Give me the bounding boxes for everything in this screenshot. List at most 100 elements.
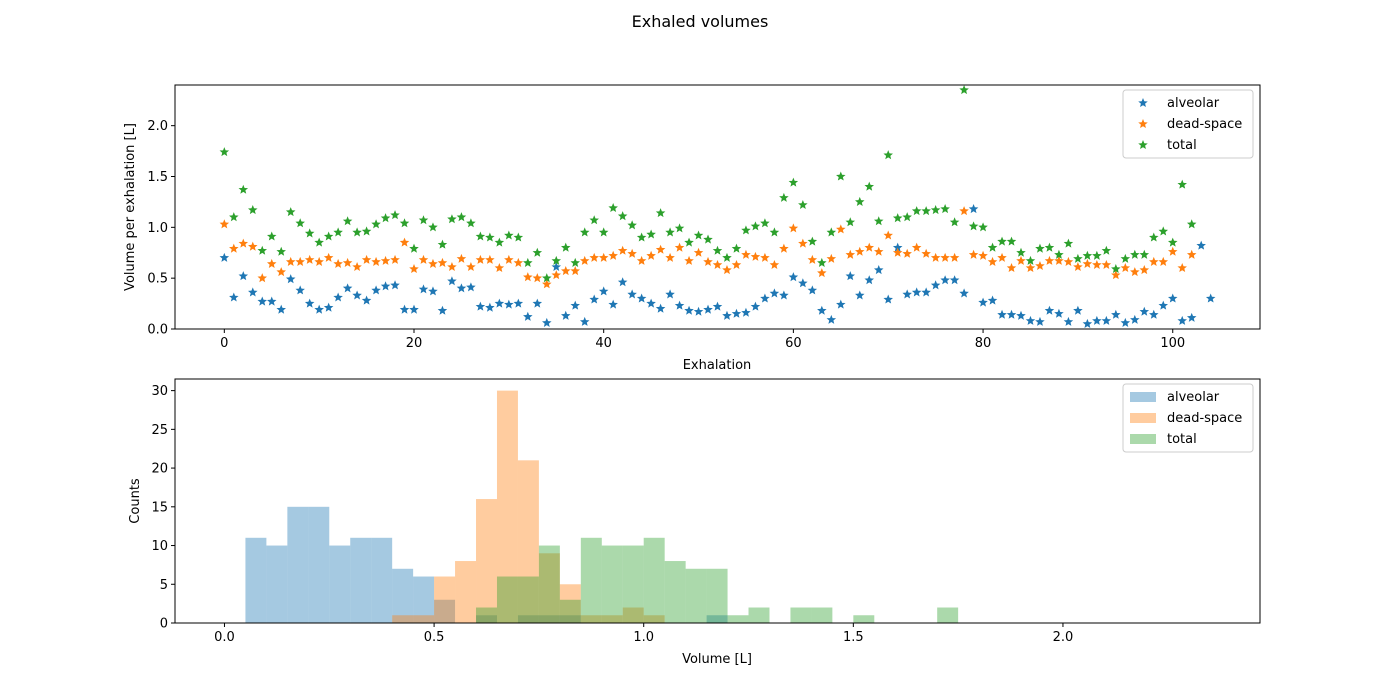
- point-dead-space: [911, 242, 922, 252]
- point-alveolar: [295, 285, 305, 295]
- point-total: [352, 227, 362, 237]
- point-total: [513, 232, 524, 242]
- point-total: [1054, 249, 1064, 259]
- point-total: [864, 181, 874, 191]
- point-dead-space: [248, 241, 258, 251]
- point-total: [504, 230, 514, 240]
- series-alveolar: [219, 204, 1216, 328]
- point-dead-space: [1111, 270, 1121, 280]
- point-dead-space: [617, 245, 628, 255]
- point-total: [940, 204, 950, 214]
- point-dead-space: [1054, 255, 1064, 265]
- series-dead-space: [219, 206, 1197, 289]
- point-dead-space: [285, 256, 296, 266]
- point-alveolar: [1016, 310, 1026, 320]
- x-tick-label: 100: [1160, 336, 1185, 351]
- point-alveolar: [380, 281, 391, 291]
- histogram-bars: [245, 390, 959, 623]
- bar-total: [748, 607, 770, 623]
- legend-label-alveolar: alveolar: [1167, 96, 1220, 111]
- point-total: [532, 247, 543, 257]
- point-dead-space: [229, 243, 239, 253]
- point-dead-space: [1177, 263, 1187, 273]
- point-alveolar: [693, 306, 704, 316]
- point-total: [257, 245, 268, 255]
- point-total: [409, 243, 419, 253]
- point-alveolar: [304, 298, 315, 308]
- point-dead-space: [371, 256, 381, 266]
- point-total: [1120, 253, 1131, 263]
- point-total: [1006, 236, 1017, 246]
- figure-title: Exhaled volumes: [632, 12, 769, 31]
- histogram-y-ticks: 0 5 10 15 20 25 30: [151, 384, 175, 632]
- point-total: [627, 220, 637, 230]
- point-dead-space: [257, 273, 268, 283]
- point-alveolar: [987, 295, 998, 305]
- bar-total: [622, 545, 644, 623]
- point-total: [475, 231, 486, 241]
- point-total: [523, 257, 533, 267]
- point-alveolar: [523, 311, 533, 321]
- point-alveolar: [1158, 300, 1169, 310]
- x-tick-label: 0: [220, 336, 228, 351]
- point-dead-space: [997, 252, 1007, 262]
- point-dead-space: [1158, 256, 1169, 266]
- point-dead-space: [1063, 256, 1074, 266]
- bar-dead-space: [392, 615, 414, 623]
- point-alveolar: [551, 261, 562, 272]
- point-dead-space: [693, 247, 704, 257]
- point-alveolar: [722, 310, 732, 320]
- point-alveolar: [617, 277, 628, 287]
- point-total: [570, 257, 580, 267]
- point-total: [817, 257, 827, 267]
- point-alveolar: [561, 310, 571, 320]
- point-dead-space: [788, 223, 799, 233]
- point-dead-space: [1120, 263, 1131, 273]
- point-dead-space: [1130, 267, 1140, 277]
- point-dead-space: [684, 255, 694, 265]
- point-alveolar: [342, 283, 353, 293]
- histogram-alveolar: [245, 506, 728, 623]
- point-alveolar: [769, 288, 780, 298]
- bar-alveolar: [538, 615, 560, 623]
- point-alveolar: [864, 275, 874, 285]
- scatter-y-ticks: 0.0 0.5 1.0 1.5 2.0: [147, 119, 175, 338]
- point-alveolar: [428, 286, 438, 296]
- point-alveolar: [598, 286, 609, 296]
- point-dead-space: [722, 265, 732, 275]
- point-dead-space: [674, 242, 685, 252]
- point-total: [1167, 237, 1178, 247]
- point-total: [238, 184, 249, 194]
- point-total: [551, 255, 562, 265]
- y-tick-label: 15: [151, 500, 168, 515]
- point-total: [342, 216, 353, 226]
- point-dead-space: [731, 259, 742, 269]
- point-alveolar: [636, 293, 647, 303]
- point-total: [921, 206, 931, 216]
- bar-dead-space: [413, 615, 435, 623]
- point-total: [418, 215, 429, 225]
- point-dead-space: [352, 261, 362, 272]
- point-alveolar: [883, 294, 893, 304]
- point-alveolar: [1177, 315, 1187, 325]
- point-total: [542, 273, 552, 283]
- bar-total: [538, 545, 560, 623]
- point-alveolar: [826, 314, 837, 324]
- point-total: [750, 221, 761, 231]
- point-dead-space: [855, 246, 865, 256]
- y-tick-label: 0: [160, 617, 168, 632]
- point-dead-space: [1139, 265, 1150, 275]
- point-dead-space: [447, 261, 457, 272]
- point-dead-space: [807, 254, 818, 264]
- bar-alveolar: [329, 545, 351, 623]
- point-total: [684, 237, 694, 247]
- point-total: [883, 150, 893, 160]
- bar-dead-space: [538, 553, 560, 623]
- point-dead-space: [532, 273, 543, 283]
- y-tick-label: 30: [151, 384, 168, 399]
- point-dead-space: [1044, 255, 1055, 265]
- histogram-x-ticks: 0.0 0.5 1.0 1.5 2.0: [214, 623, 1073, 645]
- legend-marker-total: [1138, 140, 1148, 150]
- point-total: [248, 205, 258, 215]
- point-dead-space: [978, 250, 988, 260]
